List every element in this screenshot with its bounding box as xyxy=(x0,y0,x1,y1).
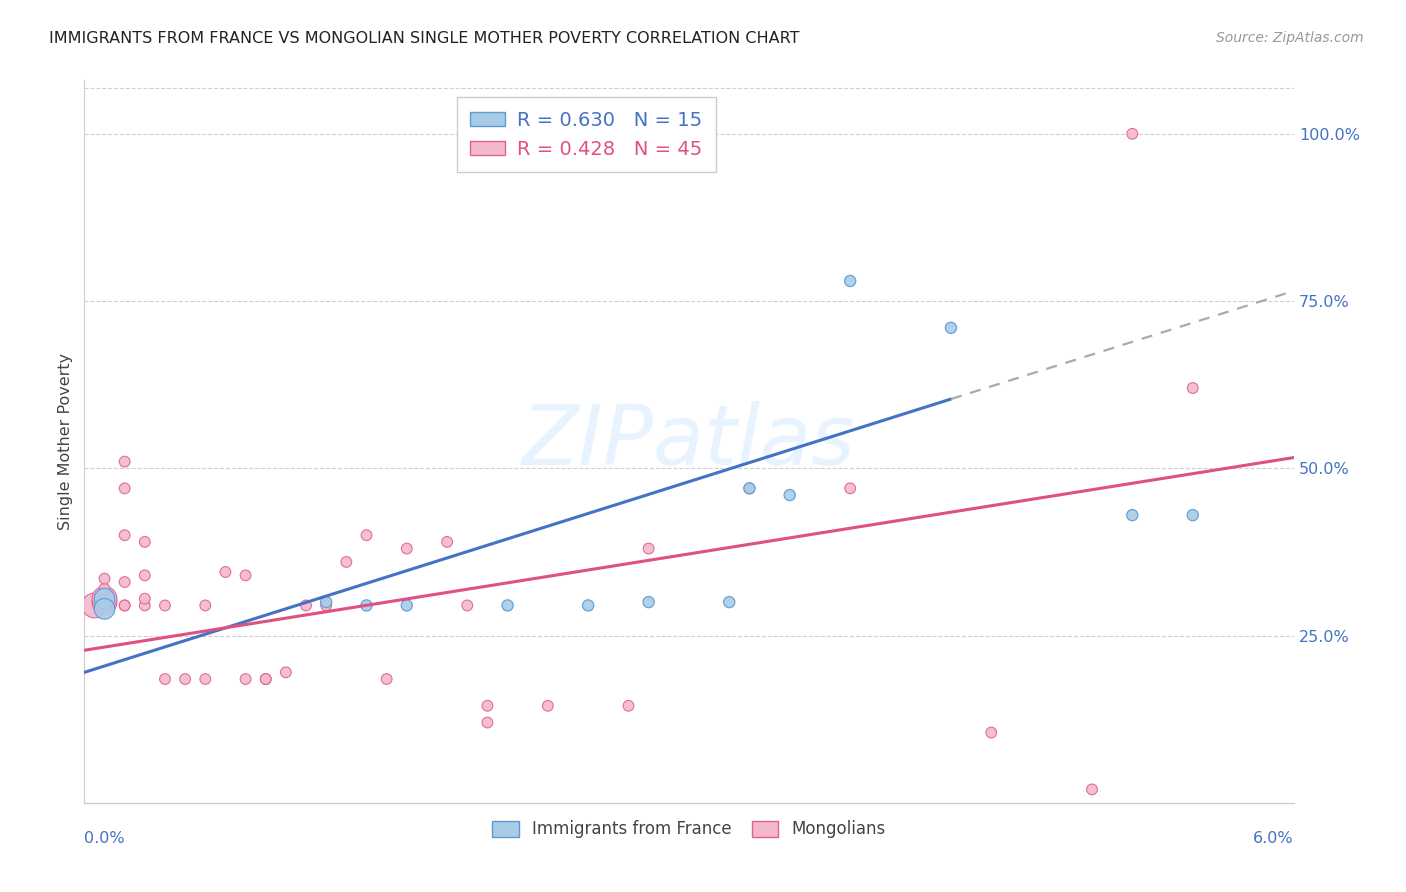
Point xyxy=(375,672,398,686)
Point xyxy=(939,321,962,335)
Point xyxy=(114,575,136,590)
Point xyxy=(738,482,761,496)
Point xyxy=(93,595,115,609)
Point xyxy=(617,698,640,713)
Point xyxy=(537,698,560,713)
Point xyxy=(174,672,197,686)
Point xyxy=(114,528,136,542)
Point xyxy=(1181,508,1204,523)
Point xyxy=(576,599,599,613)
Point xyxy=(456,599,478,613)
Point xyxy=(436,534,458,549)
Point xyxy=(93,591,115,606)
Point xyxy=(395,599,418,613)
Point xyxy=(496,599,519,613)
Point xyxy=(315,595,337,609)
Point xyxy=(235,568,257,582)
Point xyxy=(839,274,862,288)
Point xyxy=(93,582,115,596)
Text: ZIPatlas: ZIPatlas xyxy=(522,401,856,482)
Point xyxy=(134,599,156,613)
Point xyxy=(335,555,357,569)
Point xyxy=(93,591,115,606)
Text: Source: ZipAtlas.com: Source: ZipAtlas.com xyxy=(1216,31,1364,45)
Point xyxy=(1121,127,1143,141)
Point xyxy=(637,595,659,609)
Point xyxy=(738,482,761,496)
Point xyxy=(134,591,156,606)
Point xyxy=(295,599,318,613)
Point xyxy=(114,599,136,613)
Point xyxy=(395,541,418,556)
Point xyxy=(153,599,176,613)
Point xyxy=(93,602,115,616)
Point xyxy=(93,572,115,586)
Point xyxy=(315,599,337,613)
Text: IMMIGRANTS FROM FRANCE VS MONGOLIAN SINGLE MOTHER POVERTY CORRELATION CHART: IMMIGRANTS FROM FRANCE VS MONGOLIAN SING… xyxy=(49,31,800,46)
Point xyxy=(1121,508,1143,523)
Point xyxy=(214,565,236,579)
Point xyxy=(194,599,217,613)
Point xyxy=(254,672,277,686)
Point xyxy=(477,698,499,713)
Point xyxy=(637,541,659,556)
Point xyxy=(114,455,136,469)
Point xyxy=(477,715,499,730)
Point xyxy=(114,599,136,613)
Point xyxy=(134,568,156,582)
Point xyxy=(356,599,378,613)
Point xyxy=(1081,782,1104,797)
Point xyxy=(356,528,378,542)
Point xyxy=(718,595,741,609)
Point xyxy=(254,672,277,686)
Point xyxy=(274,665,297,680)
Point xyxy=(235,672,257,686)
Point xyxy=(1181,381,1204,395)
Y-axis label: Single Mother Poverty: Single Mother Poverty xyxy=(58,353,73,530)
Point xyxy=(779,488,801,502)
Legend: Immigrants from France, Mongolians: Immigrants from France, Mongolians xyxy=(485,814,893,845)
Point xyxy=(114,482,136,496)
Point xyxy=(980,725,1002,739)
Point xyxy=(194,672,217,686)
Text: 0.0%: 0.0% xyxy=(84,830,125,846)
Point xyxy=(134,534,156,549)
Point xyxy=(153,672,176,686)
Point xyxy=(83,599,105,613)
Point xyxy=(839,482,862,496)
Text: 6.0%: 6.0% xyxy=(1253,830,1294,846)
